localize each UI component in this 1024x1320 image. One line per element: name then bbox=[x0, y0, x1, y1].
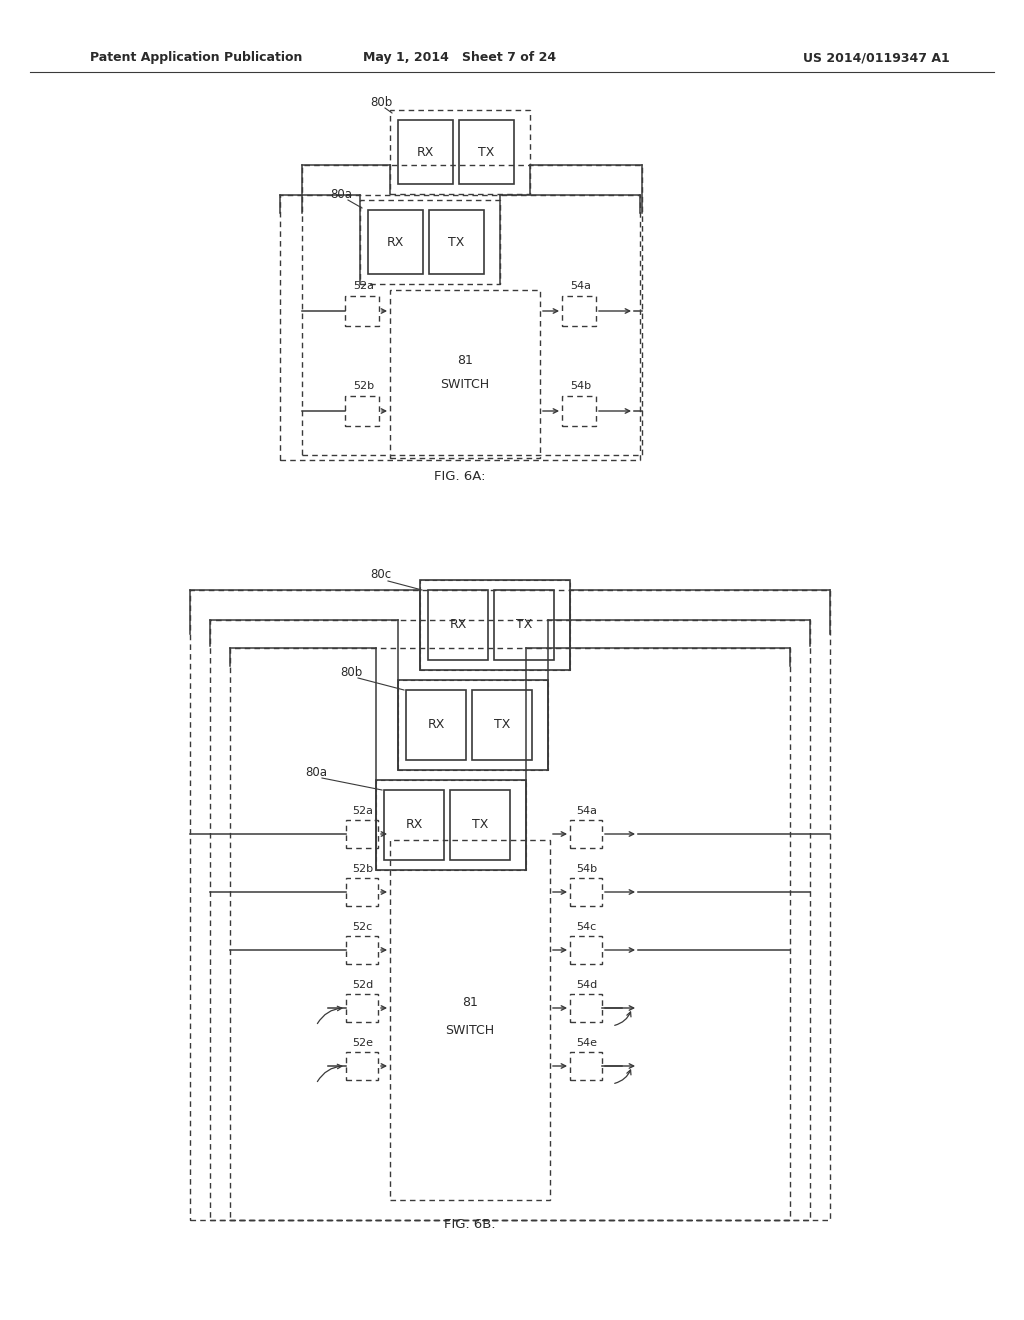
Bar bbox=[190, 590, 830, 1220]
Bar bbox=[230, 648, 790, 1220]
Text: 54b: 54b bbox=[575, 865, 597, 874]
Bar bbox=[570, 936, 602, 964]
Text: 52b: 52b bbox=[353, 381, 374, 391]
Bar bbox=[570, 1052, 602, 1080]
Text: US 2014/0119347 A1: US 2014/0119347 A1 bbox=[803, 51, 950, 65]
Text: 54c: 54c bbox=[575, 921, 596, 932]
Text: 80c: 80c bbox=[370, 569, 391, 582]
Bar bbox=[562, 396, 596, 426]
Bar bbox=[346, 936, 378, 964]
Bar bbox=[376, 780, 526, 870]
Text: 80a: 80a bbox=[305, 766, 327, 779]
Text: 52a: 52a bbox=[352, 807, 373, 816]
Text: TX: TX bbox=[472, 818, 488, 832]
Bar bbox=[420, 579, 570, 671]
Text: 52e: 52e bbox=[352, 1038, 373, 1048]
Text: 80a: 80a bbox=[330, 187, 352, 201]
Text: Patent Application Publication: Patent Application Publication bbox=[90, 51, 302, 65]
Bar bbox=[428, 590, 488, 660]
Bar bbox=[472, 690, 532, 760]
Text: FIG. 6A:: FIG. 6A: bbox=[434, 470, 485, 483]
Text: RX: RX bbox=[450, 619, 467, 631]
Bar bbox=[210, 620, 810, 1220]
Text: RX: RX bbox=[406, 818, 423, 832]
Text: 81: 81 bbox=[462, 995, 478, 1008]
Text: RX: RX bbox=[417, 145, 434, 158]
Bar bbox=[376, 780, 526, 870]
Bar bbox=[360, 201, 500, 284]
Bar bbox=[450, 789, 510, 861]
Text: 80b: 80b bbox=[340, 665, 362, 678]
Bar bbox=[494, 590, 554, 660]
Text: RX: RX bbox=[427, 718, 444, 731]
Text: FIG. 6B.: FIG. 6B. bbox=[444, 1218, 496, 1232]
Text: 54a: 54a bbox=[575, 807, 597, 816]
Bar bbox=[390, 290, 540, 458]
Bar bbox=[429, 210, 484, 275]
Text: 80b: 80b bbox=[370, 96, 392, 110]
Bar bbox=[398, 120, 453, 183]
Bar bbox=[390, 110, 530, 194]
Text: 52c: 52c bbox=[352, 921, 373, 932]
Text: RX: RX bbox=[386, 235, 403, 248]
Bar bbox=[406, 690, 466, 760]
Text: May 1, 2014   Sheet 7 of 24: May 1, 2014 Sheet 7 of 24 bbox=[364, 51, 557, 65]
Bar bbox=[384, 789, 444, 861]
Bar bbox=[346, 1052, 378, 1080]
Text: 52d: 52d bbox=[352, 979, 374, 990]
Bar bbox=[398, 680, 548, 770]
Bar bbox=[346, 994, 378, 1022]
Text: 54a: 54a bbox=[570, 281, 591, 290]
Bar bbox=[398, 680, 548, 770]
Text: 81: 81 bbox=[457, 354, 473, 367]
Bar bbox=[345, 296, 379, 326]
Bar bbox=[302, 165, 642, 455]
Bar bbox=[280, 195, 640, 459]
Text: 54b: 54b bbox=[570, 381, 591, 391]
Bar bbox=[570, 878, 602, 906]
Text: TX: TX bbox=[478, 145, 495, 158]
Bar bbox=[345, 396, 379, 426]
Text: 52a: 52a bbox=[353, 281, 374, 290]
Bar bbox=[562, 296, 596, 326]
Bar bbox=[459, 120, 514, 183]
Text: 54e: 54e bbox=[575, 1038, 597, 1048]
Text: TX: TX bbox=[447, 235, 464, 248]
Bar bbox=[570, 994, 602, 1022]
Text: 52b: 52b bbox=[352, 865, 373, 874]
Bar bbox=[346, 878, 378, 906]
Text: 54d: 54d bbox=[575, 979, 597, 990]
Text: SWITCH: SWITCH bbox=[440, 378, 489, 391]
Bar bbox=[420, 579, 570, 671]
Bar bbox=[570, 820, 602, 847]
Text: SWITCH: SWITCH bbox=[445, 1023, 495, 1036]
Bar bbox=[346, 820, 378, 847]
Text: TX: TX bbox=[494, 718, 510, 731]
Text: TX: TX bbox=[516, 619, 532, 631]
Bar bbox=[368, 210, 423, 275]
Bar bbox=[390, 840, 550, 1200]
